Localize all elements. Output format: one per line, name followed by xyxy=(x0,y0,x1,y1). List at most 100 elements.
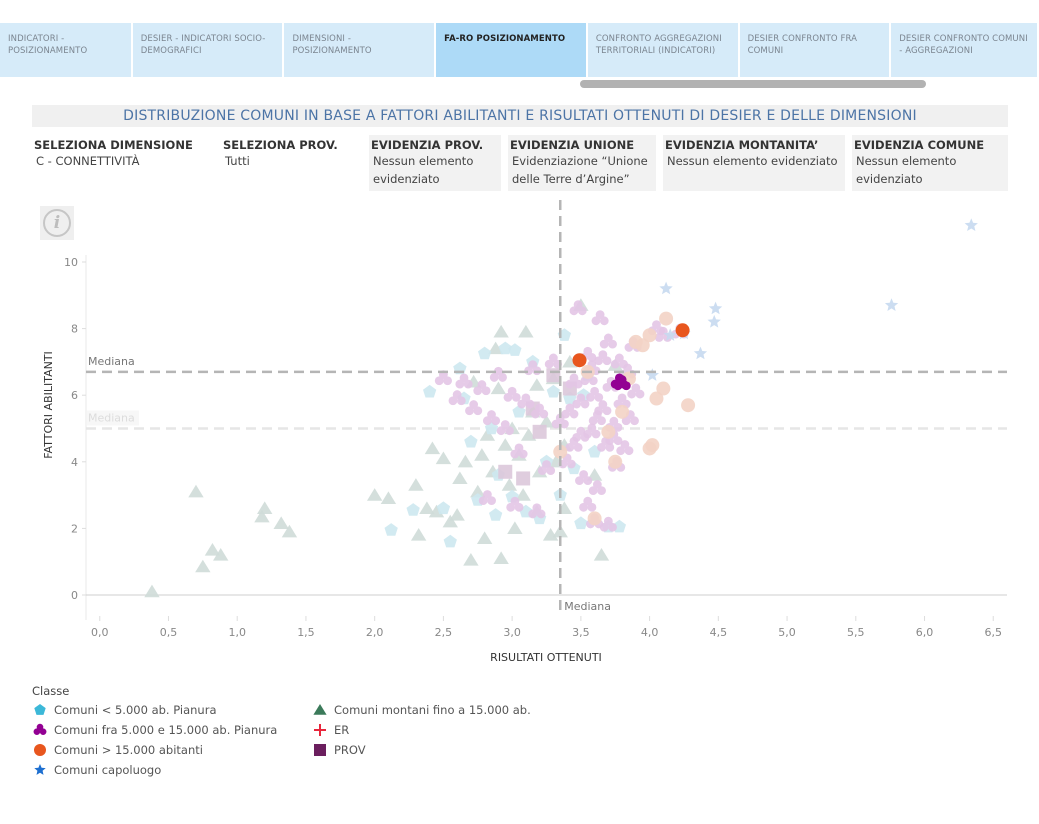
tab-fa-ro-posizionamento[interactable]: FA-RO POSIZIONAMENTO xyxy=(436,23,586,77)
filter-value[interactable]: Tutti xyxy=(225,154,250,168)
data-point-star[interactable] xyxy=(884,298,899,311)
data-point-trefoil[interactable] xyxy=(465,400,483,416)
data-point-trefoil[interactable] xyxy=(588,410,606,426)
data-point-circle[interactable] xyxy=(642,328,657,343)
data-point-trefoil[interactable] xyxy=(588,480,606,496)
filter-value[interactable]: Nessun elemento evidenziato xyxy=(373,154,474,186)
data-point-triangle[interactable] xyxy=(424,441,441,455)
filter-value[interactable]: C - CONNETTIVITÀ xyxy=(36,154,140,168)
data-point-triangle[interactable] xyxy=(493,551,509,564)
data-point-star[interactable] xyxy=(707,314,721,328)
data-point-triangle[interactable] xyxy=(593,548,610,561)
data-point-triangle[interactable] xyxy=(452,471,468,485)
data-point-star[interactable] xyxy=(693,346,708,360)
data-point-triangle[interactable] xyxy=(380,491,397,505)
data-point-trefoil[interactable] xyxy=(455,373,473,389)
data-point-trefoil[interactable] xyxy=(579,496,597,512)
data-point-trefoil[interactable] xyxy=(561,403,579,419)
data-point-triangle[interactable] xyxy=(273,516,289,530)
data-point-triangle[interactable] xyxy=(257,501,273,515)
data-point-triangle[interactable] xyxy=(520,428,537,441)
filter-value[interactable]: Nessun elemento evidenziato xyxy=(856,154,957,186)
data-point-pentagon[interactable] xyxy=(546,384,560,398)
data-point-trefoil[interactable] xyxy=(591,310,609,326)
horizontal-scrollbar[interactable] xyxy=(580,80,926,88)
data-point-star[interactable] xyxy=(663,328,677,341)
data-point-triangle[interactable] xyxy=(493,324,509,338)
data-point-trefoil[interactable] xyxy=(586,386,604,402)
data-point-triangle[interactable] xyxy=(428,504,445,518)
data-point-triangle[interactable] xyxy=(529,378,545,391)
data-point-pentagon[interactable] xyxy=(436,501,451,515)
data-point-trefoil[interactable] xyxy=(575,470,593,486)
data-point-triangle[interactable] xyxy=(410,528,427,541)
data-point-triangle[interactable] xyxy=(366,488,383,501)
data-point-trefoil[interactable] xyxy=(558,453,576,469)
data-point-trefoil[interactable] xyxy=(478,490,496,506)
filter-evidenzia-montanita[interactable]: EVIDENZIA MONTANITA’ Nessun elemento evi… xyxy=(663,135,845,191)
data-point-circle-highlighted[interactable] xyxy=(572,353,587,368)
data-point-trefoil[interactable] xyxy=(506,496,524,512)
data-point-circle[interactable] xyxy=(587,511,602,526)
legend-item-triangle[interactable]: Comuni montani fino a 15.000 ab. xyxy=(312,700,592,720)
data-point-trefoil[interactable] xyxy=(489,366,507,382)
data-point-triangle[interactable] xyxy=(457,454,474,468)
data-point-pentagon[interactable] xyxy=(489,508,503,521)
data-point-circle[interactable] xyxy=(615,404,630,419)
data-point-triangle[interactable] xyxy=(515,488,531,501)
data-point-trefoil[interactable] xyxy=(482,410,501,426)
data-point-square[interactable] xyxy=(516,471,531,486)
data-point-triangle[interactable] xyxy=(497,438,513,451)
data-point-triangle[interactable] xyxy=(419,501,435,515)
tab-desier-confronto-comuni-aggregazioni[interactable]: DESIER CONFRONTO COMUNI - AGGREGAZIONI xyxy=(891,23,1037,77)
data-point-circle[interactable] xyxy=(656,381,671,396)
data-point-circle[interactable] xyxy=(681,398,696,413)
data-point-trefoil[interactable] xyxy=(569,300,587,316)
data-point-circle[interactable] xyxy=(553,444,568,459)
filter-value[interactable]: Nessun elemento evidenziato xyxy=(667,154,838,168)
data-point-triangle[interactable] xyxy=(476,531,493,544)
data-point-trefoil[interactable] xyxy=(531,403,549,419)
data-point-triangle[interactable] xyxy=(556,501,573,515)
data-point-trefoil[interactable] xyxy=(537,460,556,476)
data-point-circle[interactable] xyxy=(645,438,660,453)
filter-value[interactable]: Evidenziazione “Unione delle Terre d’Arg… xyxy=(512,154,648,186)
data-point-trefoil[interactable] xyxy=(594,350,612,366)
data-point-trefoil[interactable] xyxy=(473,380,491,396)
data-point-trefoil[interactable] xyxy=(496,420,514,436)
data-point-trefoil[interactable] xyxy=(616,440,634,456)
data-point-pentagon[interactable] xyxy=(423,384,437,398)
data-point-triangle[interactable] xyxy=(474,448,490,461)
filter-seleziona-dimensione[interactable]: SELEZIONA DIMENSIONE C - CONNETTIVITÀ xyxy=(32,135,212,191)
data-point-pentagon[interactable] xyxy=(464,434,478,448)
legend-item-cross[interactable]: ER xyxy=(312,720,592,740)
data-point-pentagon[interactable] xyxy=(443,534,457,548)
data-point-circle[interactable] xyxy=(659,311,674,326)
data-point-trefoil[interactable] xyxy=(599,333,617,349)
data-point-triangle[interactable] xyxy=(490,381,507,395)
data-point-star[interactable] xyxy=(659,281,673,295)
data-point-triangle[interactable] xyxy=(213,548,229,561)
data-point-triangle[interactable] xyxy=(281,524,298,538)
data-point-pentagon[interactable] xyxy=(384,523,398,536)
legend-item-trefoil[interactable]: Comuni fra 5.000 e 15.000 ab. Pianura xyxy=(32,720,312,740)
tab-desier-indicatori-socio-demografici[interactable]: DESIER - INDICATORI SOCIO-DEMOGRAFICI xyxy=(132,23,283,77)
data-point-circle[interactable] xyxy=(635,338,650,353)
data-point-circle[interactable] xyxy=(608,454,623,469)
data-point-trefoil[interactable] xyxy=(510,443,528,459)
data-point-triangle[interactable] xyxy=(254,509,270,523)
data-point-trefoil[interactable] xyxy=(565,373,583,389)
data-point-trefoil[interactable] xyxy=(528,503,546,519)
data-point-pentagon[interactable] xyxy=(508,343,522,356)
data-point-trefoil[interactable] xyxy=(572,426,590,442)
data-point-triangle[interactable] xyxy=(501,478,518,491)
data-point-circle[interactable] xyxy=(649,391,664,406)
data-point-pentagon[interactable] xyxy=(574,516,588,530)
data-point-triangle[interactable] xyxy=(449,508,465,521)
tab-dimensioni-posizionamento[interactable]: DIMENSIONI - POSIZIONAMENTO xyxy=(284,23,435,77)
legend-item-square[interactable]: PROV xyxy=(312,740,592,760)
data-point-pentagon[interactable] xyxy=(498,341,512,355)
data-point-trefoil[interactable] xyxy=(448,390,466,406)
tab-desier-confronto-fra-comuni[interactable]: DESIER CONFRONTO FRA COMUNI xyxy=(739,23,890,77)
data-point-square[interactable] xyxy=(498,464,513,479)
